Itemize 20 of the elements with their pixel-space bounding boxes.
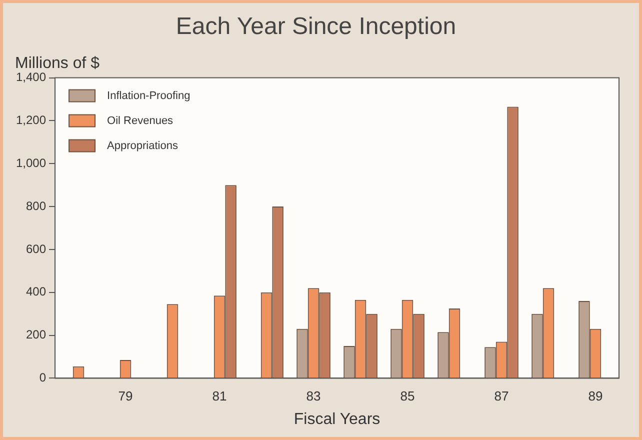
legend-label: Appropriations [107, 140, 178, 152]
y-tick-label: 1,200 [16, 113, 46, 128]
x-axis-title: Fiscal Years [294, 410, 380, 428]
y-tick-label: 1,000 [16, 156, 46, 170]
chart-title: Each Year Since Inception [176, 13, 456, 40]
x-tick-label: 87 [494, 388, 509, 404]
y-tick-label: 400 [26, 284, 46, 299]
x-tick-label: 85 [400, 388, 415, 404]
y-tick-label: 1,400 [16, 70, 46, 84]
y-tick-label: 600 [26, 242, 46, 256]
legend-label: Inflation-Proofing [107, 90, 190, 102]
x-tick-label: 79 [118, 388, 133, 404]
x-tick-label: 81 [212, 388, 227, 404]
y-tick-label: 800 [26, 198, 46, 213]
y-axis-title: Millions of $ [15, 55, 100, 72]
y-tick-label: 0 [39, 370, 46, 385]
x-tick-label: 83 [306, 388, 321, 404]
x-tick-label: 89 [588, 388, 603, 404]
y-tick-label: 200 [26, 328, 46, 342]
legend-label: Oil Revenues [107, 114, 174, 127]
